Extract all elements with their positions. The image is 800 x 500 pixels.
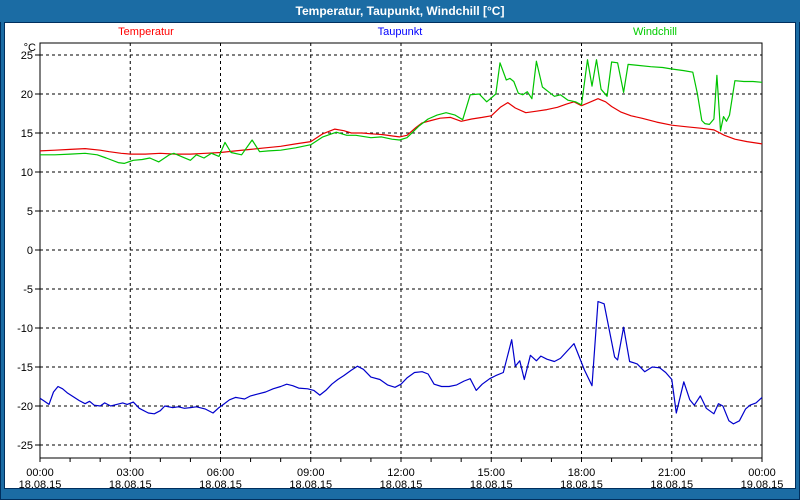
titlebar: Temperatur, Taupunkt, Windchill [°C]: [0, 0, 800, 22]
y-tick-label: 15: [21, 128, 33, 140]
legend-windchill: Windchill: [632, 26, 678, 38]
x-tick-time: 21:00: [658, 467, 686, 479]
series-line-windchill: [40, 59, 763, 164]
series-line-taupunkt: [39, 300, 763, 425]
series-line-temperatur: [39, 98, 763, 155]
x-tick-time: 06:00: [207, 467, 235, 479]
y-tick-label: 0: [27, 245, 33, 257]
x-tick-time: 03:00: [116, 467, 144, 479]
x-tick-time: 00:00: [748, 467, 776, 479]
legend-temperatur: Temperatur: [118, 26, 174, 38]
x-tick-date: 18.08.15: [199, 479, 242, 489]
x-tick-date: 18.08.15: [650, 479, 693, 489]
y-tick-label: -25: [17, 440, 33, 452]
y-tick-label: -10: [17, 323, 33, 335]
x-tick-date: 18.08.15: [289, 479, 332, 489]
x-tick-date: 18.08.15: [560, 479, 603, 489]
x-tick-time: 18:00: [568, 467, 596, 479]
legend-taupunkt: Taupunkt: [377, 26, 423, 38]
x-tick-date: 18.08.15: [109, 479, 152, 489]
y-tick-label: 5: [27, 206, 33, 218]
plot-frame: [39, 42, 763, 459]
x-tick-date: 18.08.15: [380, 479, 423, 489]
y-tick-label: -5: [23, 284, 33, 296]
chart-area: Temperatur Taupunkt Windchill 25 20 15 10 5 0…: [4, 22, 796, 489]
y-tick-label: 25: [21, 50, 33, 62]
x-tick-date: 18.08.15: [19, 479, 62, 489]
window-title: Temperatur, Taupunkt, Windchill [°C]: [295, 4, 505, 18]
y-tick-label: 20: [21, 89, 33, 101]
y-tick-label: 10: [21, 167, 33, 179]
x-tick-time: 09:00: [297, 467, 325, 479]
y-axis-unit: °C: [24, 42, 36, 54]
plot-svg: 2520151050-5-10-15-20-25°C00:0018.08.150…: [17, 42, 784, 489]
x-tick-time: 00:00: [26, 467, 54, 479]
x-tick-date: 19.08.15: [741, 479, 784, 489]
y-tick-label: -15: [17, 362, 33, 374]
x-tick-time: 15:00: [477, 467, 505, 479]
y-tick-label: -20: [17, 401, 33, 413]
x-tick-date: 18.08.15: [470, 479, 513, 489]
x-tick-time: 12:00: [387, 467, 415, 479]
